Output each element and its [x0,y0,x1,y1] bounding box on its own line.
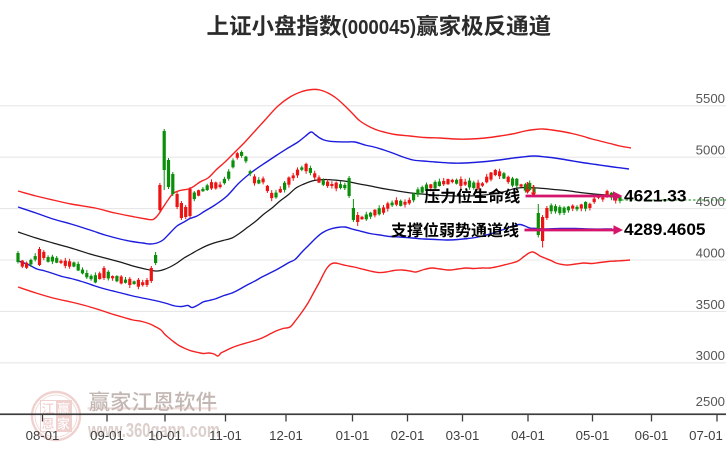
svg-text:02-01: 02-01 [391,428,425,443]
svg-text:07-01: 07-01 [689,428,723,443]
svg-text:4500: 4500 [696,194,725,209]
svg-text:04-01: 04-01 [511,428,545,443]
svg-text:03-01: 03-01 [446,428,480,443]
svg-text:09-01: 09-01 [90,428,124,443]
svg-text:01-01: 01-01 [336,428,370,443]
svg-text:11-01: 11-01 [209,428,242,443]
svg-text:www.360gann.com: www.360gann.com [87,420,220,442]
svg-text:5000: 5000 [696,143,725,158]
svg-text:3500: 3500 [696,297,725,312]
svg-text:4000: 4000 [696,245,725,260]
svg-text:4289.4605: 4289.4605 [624,220,706,239]
svg-text:06-01: 06-01 [635,428,669,443]
svg-text:10-01: 10-01 [148,428,182,443]
svg-text:(000045): (000045) [342,16,417,39]
svg-text:12-01: 12-01 [269,428,303,443]
svg-text:5500: 5500 [696,91,725,106]
svg-text:2500: 2500 [696,394,725,409]
svg-text:4621.33: 4621.33 [624,187,687,206]
svg-text:05-01: 05-01 [576,428,610,443]
svg-text:3000: 3000 [696,348,725,363]
svg-text:08-01: 08-01 [26,428,60,443]
